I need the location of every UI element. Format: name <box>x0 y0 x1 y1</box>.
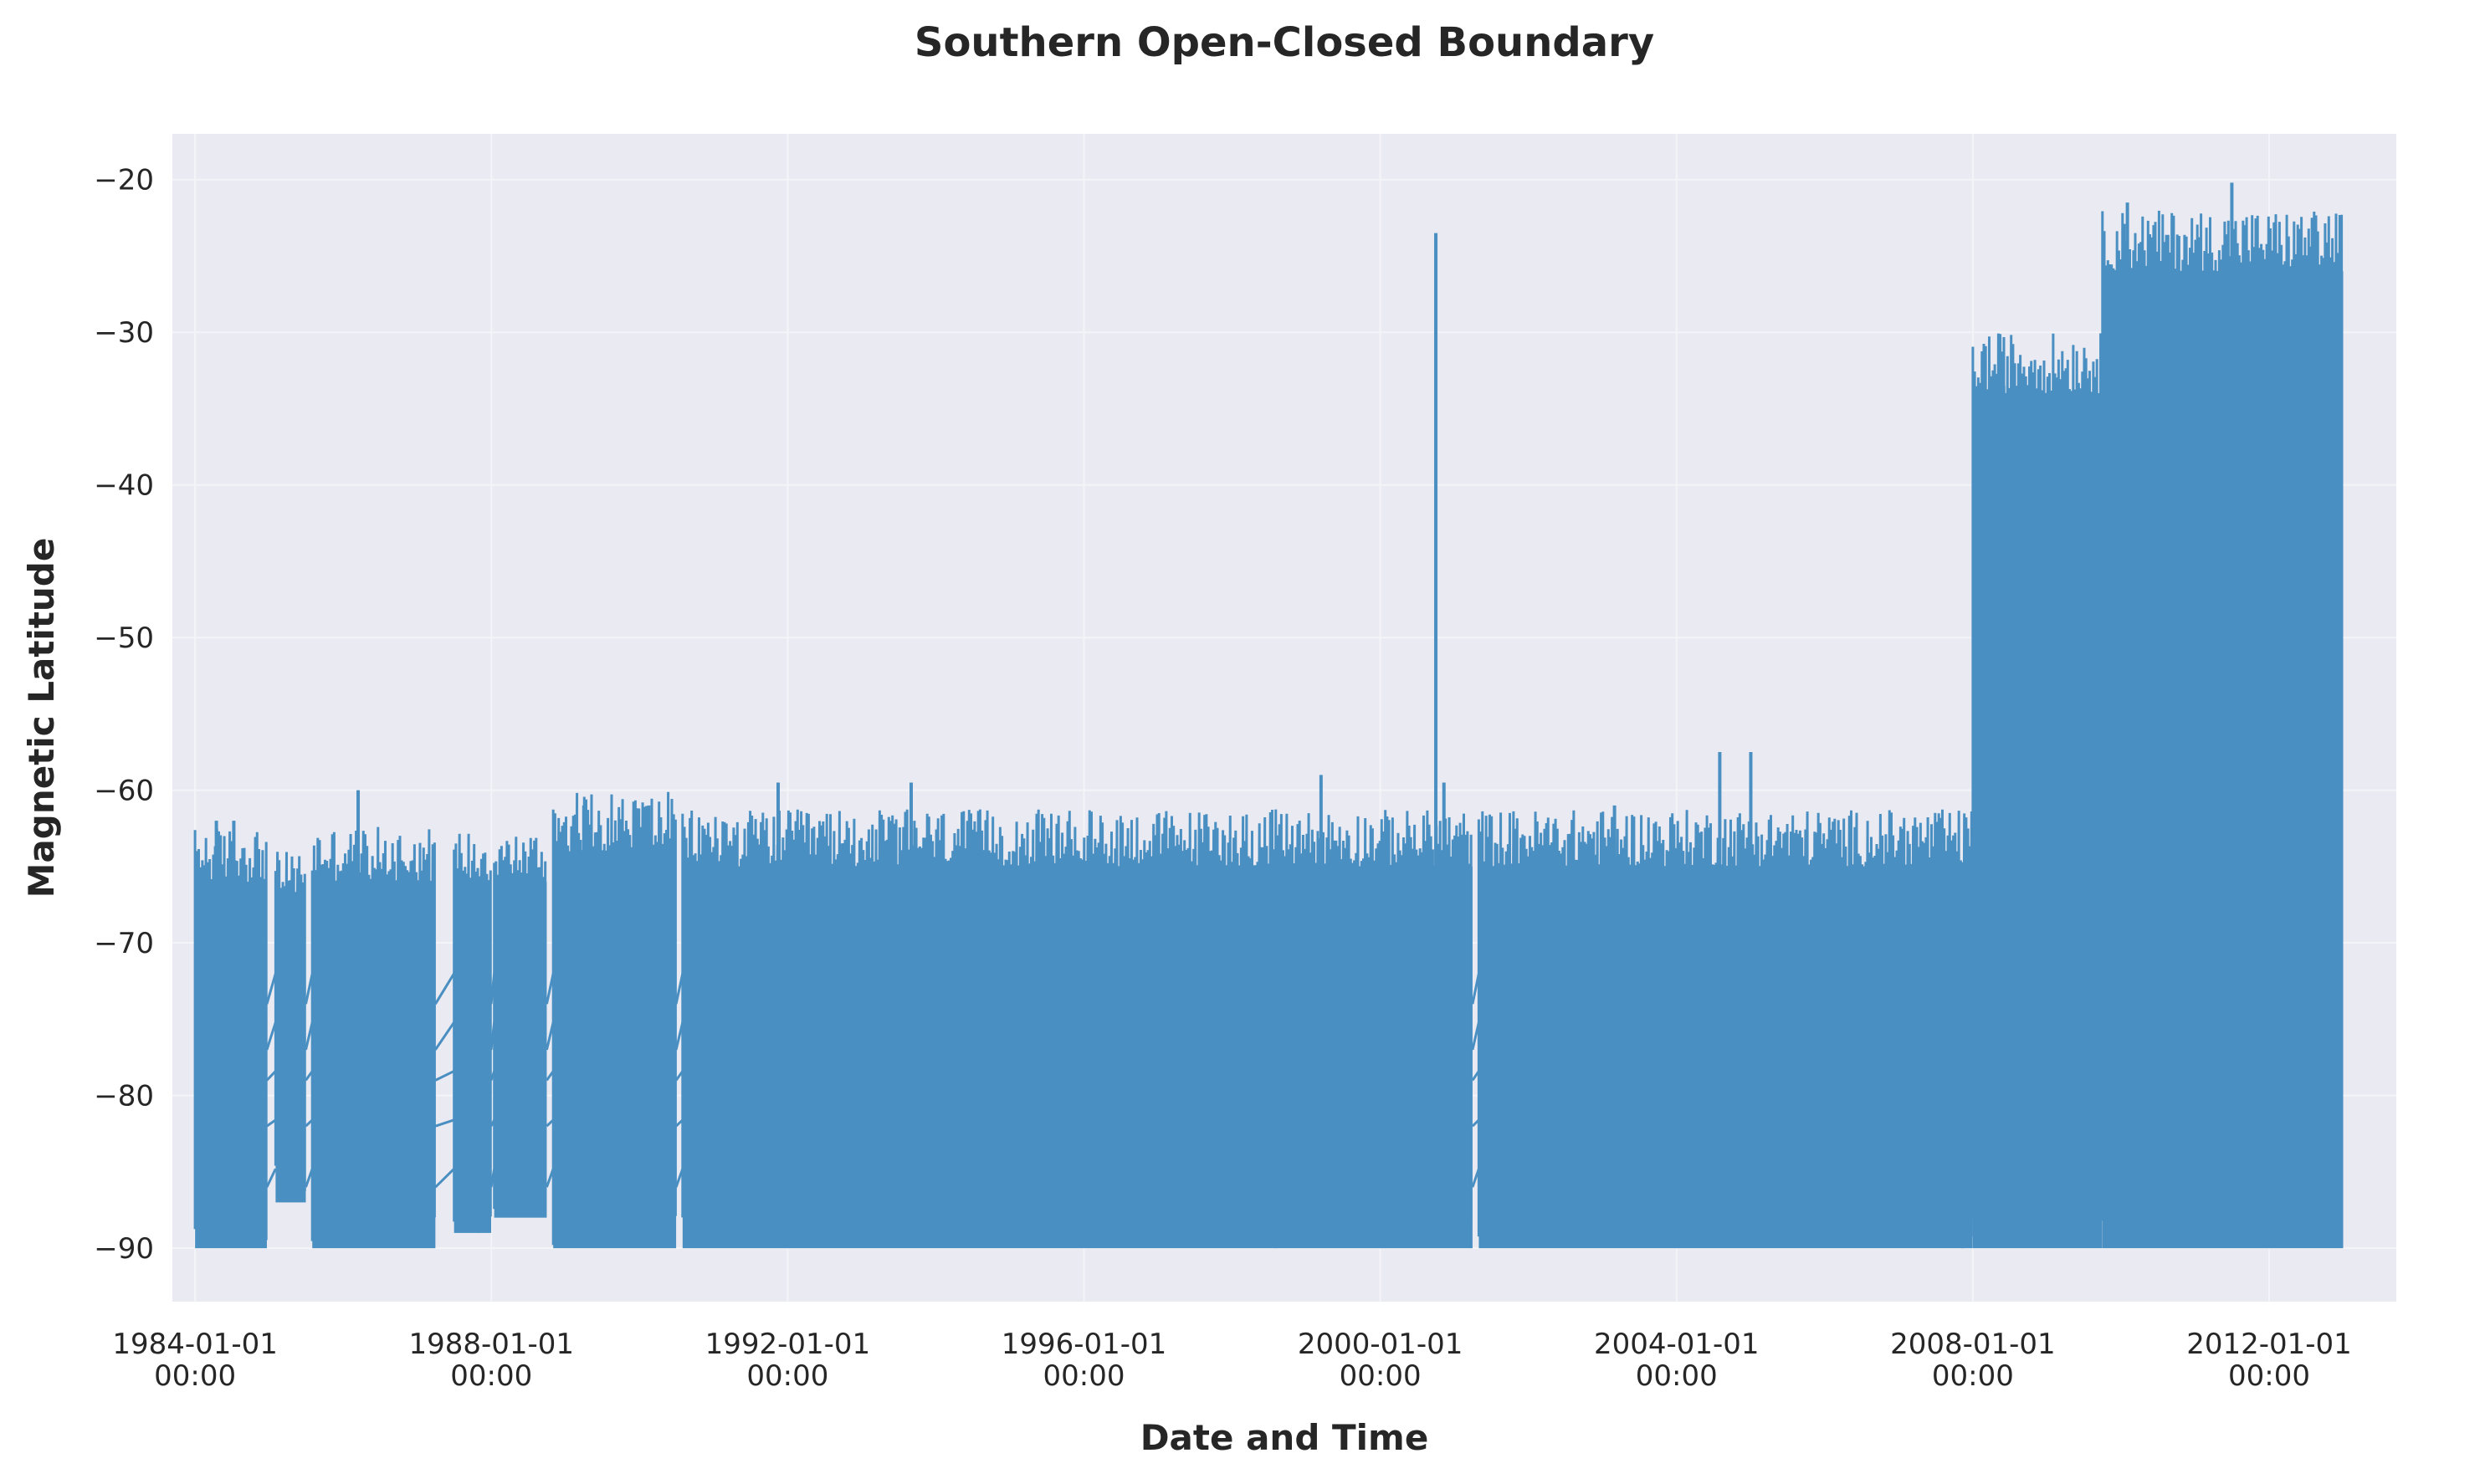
y-tick-label: −30 <box>94 316 154 350</box>
data-trace <box>275 852 305 1195</box>
x-axis-label: Date and Time <box>1140 1417 1429 1458</box>
chart-title: Southern Open-Closed Boundary <box>915 19 1654 66</box>
x-tick-label: 1984-01-01 <box>112 1328 278 1361</box>
data-trace <box>312 827 434 1248</box>
data-trace <box>1478 810 1971 1248</box>
x-tick-label: 1992-01-01 <box>705 1328 871 1361</box>
y-tick-label: −60 <box>94 775 154 808</box>
x-tick-labels: 1984-01-0100:001988-01-0100:001992-01-01… <box>112 1328 2351 1393</box>
x-tick-label-time: 00:00 <box>450 1359 532 1393</box>
y-axis-label: Magnetic Latitude <box>21 538 62 898</box>
x-tick-label: 1988-01-01 <box>408 1328 574 1361</box>
data-trace <box>195 829 266 1245</box>
x-tick-label-time: 00:00 <box>1043 1359 1125 1393</box>
y-tick-label: −70 <box>94 927 154 960</box>
x-tick-label: 2000-01-01 <box>1298 1328 1463 1361</box>
data-trace <box>454 834 491 1233</box>
data-trace <box>1973 334 2101 1248</box>
data-trace <box>2103 211 2342 1248</box>
data-trace <box>553 792 675 1248</box>
y-tick-label: −40 <box>94 469 154 503</box>
x-tick-label: 2004-01-01 <box>1594 1328 1760 1361</box>
x-tick-label-time: 00:00 <box>1340 1359 1422 1393</box>
x-tick-label-time: 00:00 <box>1932 1359 2014 1393</box>
x-tick-label: 2012-01-01 <box>2186 1328 2352 1361</box>
x-tick-label-time: 00:00 <box>2228 1359 2310 1393</box>
y-tick-labels: −20 −30 −40 −50 −60 −70 −80 −90 <box>94 164 154 1266</box>
y-tick-label: −90 <box>94 1232 154 1266</box>
x-tick-label-time: 00:00 <box>1636 1359 1718 1393</box>
y-tick-label: −80 <box>94 1080 154 1113</box>
data-trace <box>683 810 1471 1249</box>
x-tick-label-time: 00:00 <box>154 1359 236 1393</box>
y-tick-label: −50 <box>94 622 154 655</box>
data-trace <box>494 837 546 1216</box>
x-tick-label: 1996-01-01 <box>1002 1328 1167 1361</box>
x-tick-label-time: 00:00 <box>746 1359 828 1393</box>
y-tick-label: −20 <box>94 164 154 197</box>
x-tick-label: 2008-01-01 <box>1890 1328 2056 1361</box>
